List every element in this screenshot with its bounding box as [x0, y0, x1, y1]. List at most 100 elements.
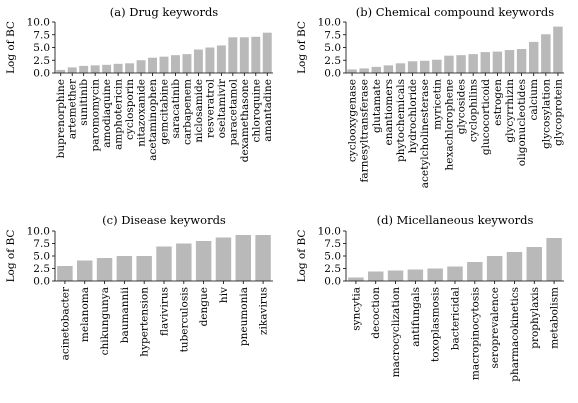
x-tick-label: oligonucleotides	[516, 79, 528, 166]
bar	[216, 45, 226, 73]
bar	[516, 49, 527, 73]
y-tick-label: 7.5	[324, 238, 341, 250]
bar	[215, 237, 232, 281]
x-tick-label: tuberculosis	[178, 287, 190, 352]
x-tick-label: glycoprotein	[552, 79, 564, 146]
x-tick-label: prophylaxis	[529, 287, 541, 349]
bar	[347, 69, 357, 73]
bar	[407, 61, 418, 73]
x-tick-label: amantadine	[262, 79, 274, 142]
x-tick-label: flavivirus	[159, 287, 171, 336]
bar	[528, 41, 539, 73]
x-tick-label: cyclophilins	[468, 79, 480, 142]
x-tick-label: myricetin	[431, 79, 443, 130]
bar	[76, 260, 93, 281]
bar	[113, 63, 123, 73]
bar	[367, 271, 384, 281]
bar	[148, 57, 158, 73]
x-tick-label: glycosylation	[540, 79, 552, 149]
x-tick-label: antifungals	[410, 287, 422, 347]
x-tick-label: oseltamivir	[216, 78, 228, 138]
x-tick-label: gemcitabine	[159, 79, 171, 145]
x-tick-label: acetylcholinesterase	[419, 79, 431, 188]
bar	[419, 60, 430, 73]
bar	[96, 258, 113, 281]
x-tick-label: sunitinib	[78, 79, 90, 126]
plot-area	[346, 22, 564, 73]
bar	[79, 65, 89, 73]
y-axis-label: Log of BC	[296, 21, 308, 74]
y-tick-label: 10.0	[27, 17, 50, 29]
bar	[239, 37, 249, 73]
y-tick-label: 5.0	[324, 42, 341, 54]
x-tick-label: seroprevalence	[489, 287, 501, 369]
x-tick-label: hydrochloride	[407, 79, 419, 153]
bar	[348, 277, 364, 281]
y-tick-label: 0.0	[33, 276, 50, 288]
bar	[387, 270, 404, 281]
x-tick-label: phytochemicals	[395, 79, 407, 162]
x-tick-label: pneumonia	[238, 287, 250, 346]
x-tick-label: macropinocytosis	[469, 287, 481, 380]
x-tick-label: decoction	[370, 287, 382, 339]
bar	[444, 55, 454, 73]
panel-chemical: (b) Chemical compound keywords 0.02.55.07…	[296, 5, 564, 188]
bar	[57, 266, 73, 281]
bar	[116, 256, 133, 281]
bar	[432, 59, 442, 73]
x-tick-label: acinetobacter	[59, 286, 71, 360]
bar	[492, 51, 503, 73]
y-tick-label: 5.0	[33, 251, 50, 263]
x-tick-label: hiv	[218, 287, 230, 303]
x-tick-label: dengue	[198, 287, 210, 326]
x-tick-label: hexachlorophene	[443, 79, 455, 171]
x-tick-label: buprenorphine	[55, 79, 67, 158]
y-axis-label: Log of BC	[5, 230, 17, 283]
bar	[486, 256, 503, 281]
x-tick-label: baumannii	[119, 286, 131, 343]
chart-title: (b) Chemical compound keywords	[356, 5, 554, 19]
x-tick-label: metabolism	[549, 287, 561, 349]
x-tick-label: glycosides	[456, 79, 468, 134]
bar	[371, 66, 382, 73]
bar	[427, 268, 443, 281]
bar	[255, 235, 271, 281]
bar	[235, 235, 252, 281]
x-tick-label: pharmacokinetics	[509, 287, 521, 382]
bar	[395, 63, 406, 73]
x-tick-label: glucocorticoid	[480, 79, 492, 155]
chart-title: (c) Disease keywords	[102, 213, 226, 227]
x-tick-label: dexamethasone	[239, 79, 251, 162]
bar	[90, 65, 100, 73]
bar	[553, 26, 563, 73]
y-tick-label: 7.5	[324, 29, 341, 41]
y-tick-label: 7.5	[33, 29, 50, 41]
bar	[182, 54, 192, 73]
bar	[359, 68, 369, 73]
x-tick-label: toxoplasmosis	[430, 287, 442, 362]
y-tick-label: 10.0	[318, 17, 341, 29]
y-tick-label: 5.0	[324, 251, 341, 263]
panel-misc: (d) Micellaneous keywords 0.02.55.07.510.…	[296, 213, 564, 382]
panel-drug: (a) Drug keywords 0.02.55.07.510.0 Log of …	[5, 5, 274, 162]
bar	[156, 246, 172, 281]
bar	[526, 247, 543, 281]
bar	[125, 63, 135, 73]
panel-disease: (c) Disease keywords 0.02.55.07.510.0 Log …	[5, 213, 273, 360]
x-tick-label: nitazoxanide	[136, 79, 148, 147]
y-tick-label: 2.5	[324, 55, 341, 67]
x-tick-label: amphotericin	[113, 79, 125, 150]
bar	[480, 52, 491, 73]
x-tick-label: cyclooxygenase	[347, 79, 359, 162]
bar	[468, 54, 478, 73]
y-tick-label: 0.0	[324, 68, 341, 80]
bar	[67, 67, 77, 73]
bar	[56, 69, 66, 73]
x-tick-label: farnesyltransferase	[359, 79, 371, 182]
y-tick-label: 10.0	[318, 226, 341, 238]
y-tick-label: 0.0	[33, 68, 50, 80]
bar	[407, 269, 424, 281]
x-tick-label: artemether	[67, 78, 79, 139]
x-tick-label: paracetamol	[227, 78, 239, 145]
